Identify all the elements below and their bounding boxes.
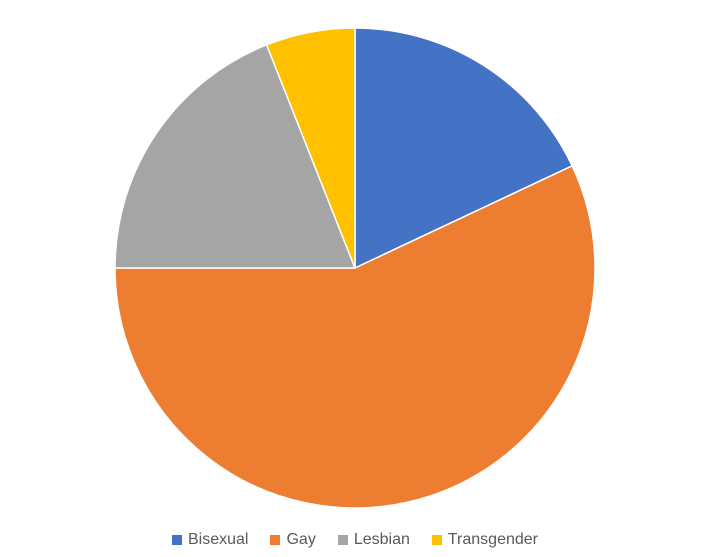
legend-swatch-bisexual: [172, 535, 182, 545]
pie-chart: [105, 18, 605, 518]
pie-chart-container: Bisexual Gay Lesbian Transgender: [0, 0, 710, 557]
legend-label-gay: Gay: [286, 531, 315, 549]
legend-swatch-lesbian: [338, 535, 348, 545]
legend: Bisexual Gay Lesbian Transgender: [0, 531, 710, 549]
legend-label-bisexual: Bisexual: [188, 531, 248, 549]
legend-item-lesbian: Lesbian: [338, 531, 410, 549]
pie-chart-svg: [105, 18, 605, 518]
legend-item-bisexual: Bisexual: [172, 531, 248, 549]
legend-swatch-transgender: [432, 535, 442, 545]
legend-label-transgender: Transgender: [448, 531, 538, 549]
legend-item-transgender: Transgender: [432, 531, 538, 549]
legend-label-lesbian: Lesbian: [354, 531, 410, 549]
legend-swatch-gay: [270, 535, 280, 545]
legend-item-gay: Gay: [270, 531, 315, 549]
